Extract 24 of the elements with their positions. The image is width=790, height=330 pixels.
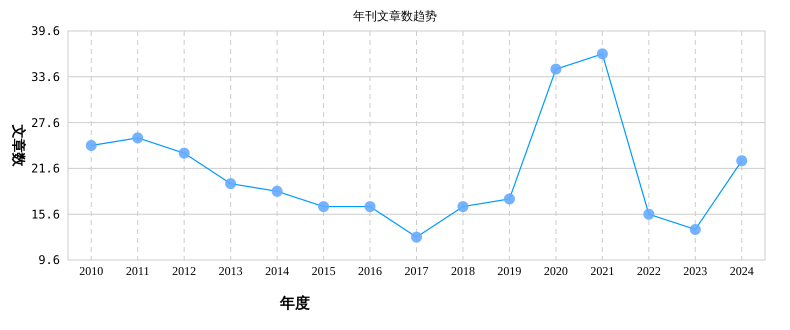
y-tick-label: 9.6 [38, 253, 60, 268]
x-tick-label: 2018 [450, 264, 475, 278]
x-tick-label: 2020 [544, 264, 568, 278]
y-axis-title: 文章数 [10, 124, 27, 168]
x-tick-label: 2014 [265, 264, 290, 278]
x-axis-title: 年度 [279, 294, 310, 312]
y-tick-label: 39.6 [31, 24, 60, 38]
x-tick-label: 2010 [79, 264, 104, 278]
x-tick-label: 2022 [636, 264, 661, 278]
y-tick-label: 33.6 [31, 70, 60, 84]
x-tick-label: 2023 [683, 264, 708, 278]
x-tick-label: 2021 [590, 264, 614, 278]
x-tick-label: 2015 [312, 264, 336, 278]
x-tick-label: 2016 [358, 264, 382, 278]
x-tick-label: 2019 [497, 264, 522, 278]
x-tick-label: 2012 [172, 264, 196, 278]
y-tick-label: 15.6 [31, 207, 60, 222]
x-tick-label: 2017 [404, 264, 428, 278]
chart-title: 年刊文章数趋势 [353, 9, 437, 23]
y-tick-label: 21.6 [31, 162, 60, 176]
x-tick-label: 2013 [218, 264, 243, 278]
x-tick-label: 2024 [730, 264, 754, 278]
x-tick-label: 2011 [126, 264, 150, 278]
y-tick-label: 27.6 [31, 116, 60, 130]
